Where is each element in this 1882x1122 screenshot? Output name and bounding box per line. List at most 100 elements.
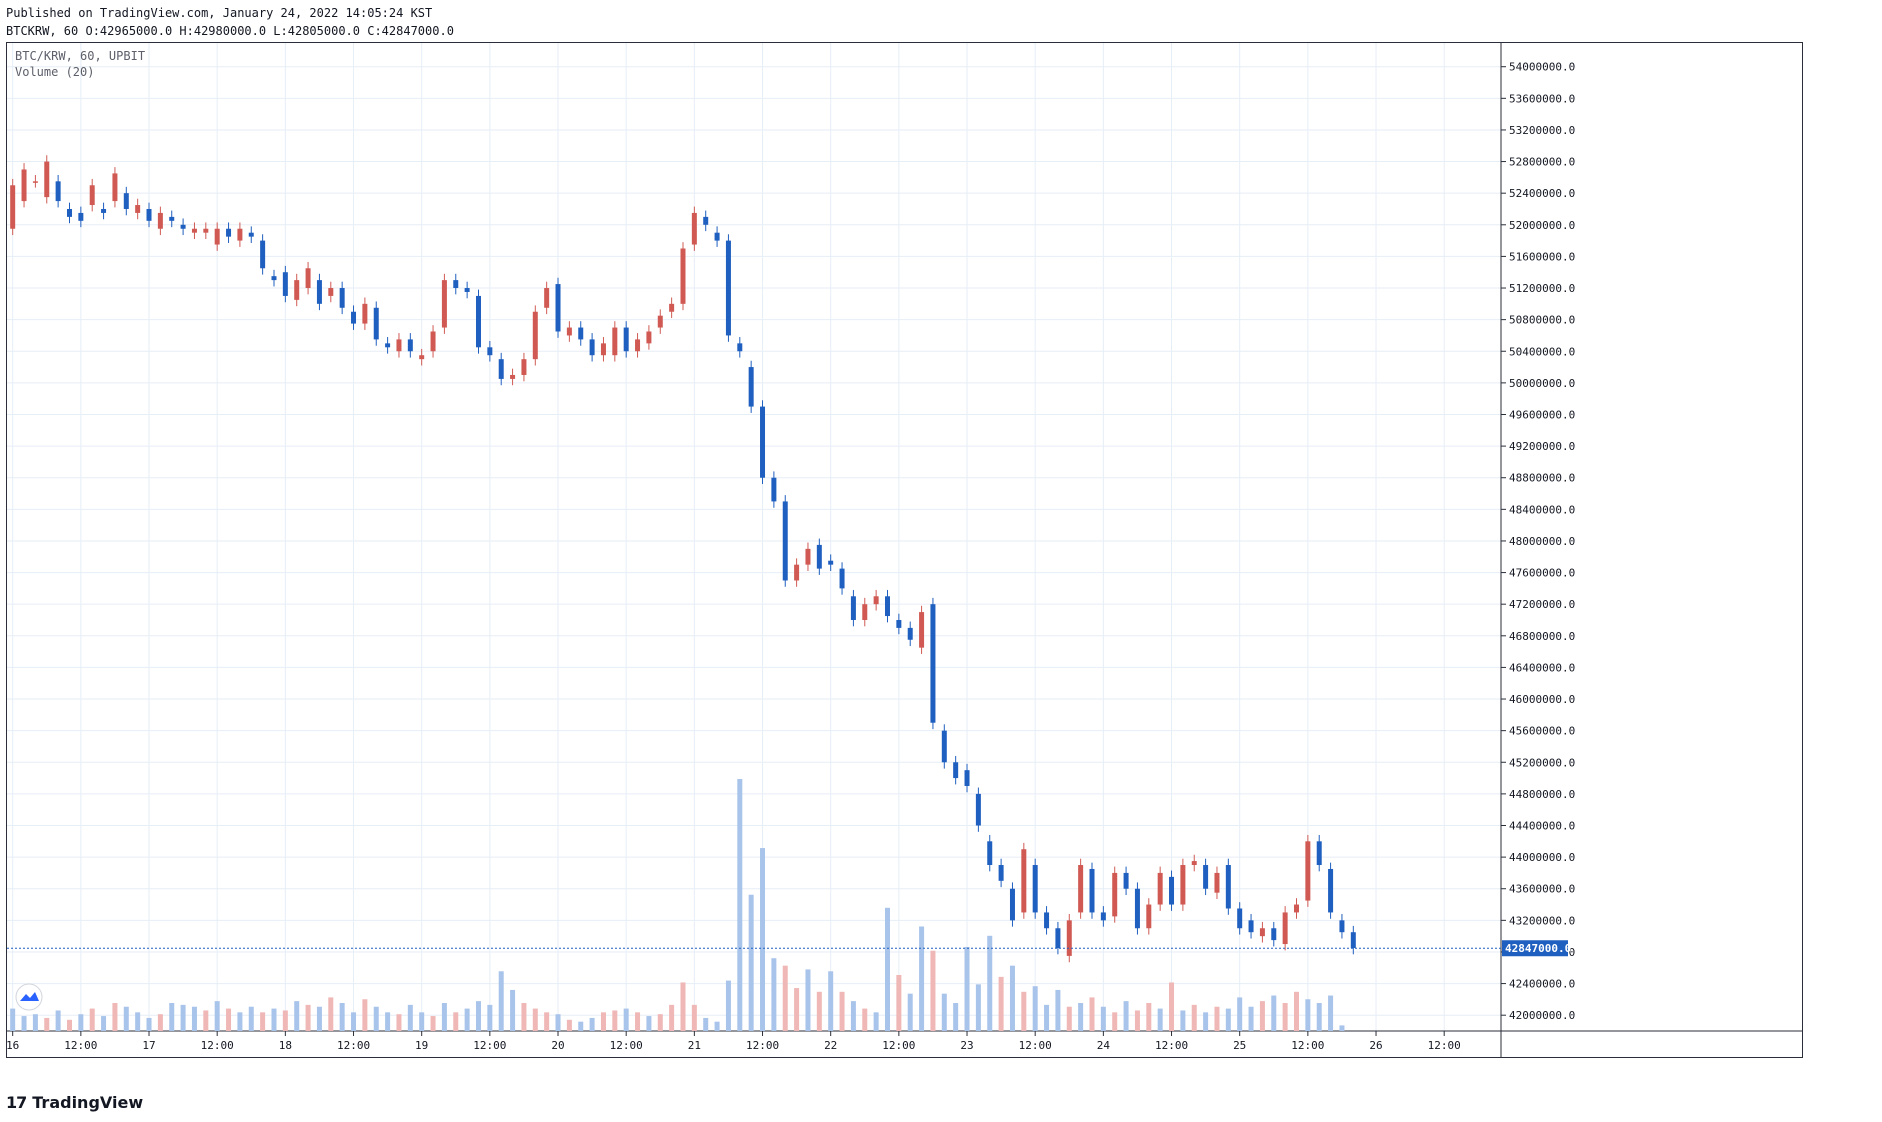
volume-bar — [89, 1008, 95, 1031]
candle-body — [850, 596, 856, 620]
candle-body — [180, 224, 186, 229]
volume-bar — [430, 1016, 436, 1031]
candle-body — [1180, 865, 1186, 905]
candle-body — [839, 568, 845, 589]
candle-body — [294, 280, 300, 300]
candle-body — [1169, 876, 1175, 905]
price-tick-label: 54000000.0 — [1509, 61, 1575, 74]
volume-bar — [578, 1021, 584, 1031]
volume-bar — [725, 980, 731, 1031]
volume-bar — [714, 1021, 720, 1031]
volume-bar — [157, 1014, 163, 1031]
volume-bar — [646, 1016, 652, 1031]
candle-body — [987, 841, 993, 866]
volume-bar — [532, 1008, 538, 1031]
candle-body — [101, 208, 107, 213]
last-price-label: 42847000.0 — [1505, 942, 1571, 955]
volume-bar — [544, 1012, 550, 1031]
candle-body — [964, 770, 970, 786]
candle-body — [89, 185, 95, 206]
time-tick-label: 19 — [415, 1039, 428, 1052]
volume-bar — [930, 950, 936, 1031]
volume-bar — [1123, 1001, 1129, 1031]
volume-bar — [896, 975, 902, 1031]
candle-body — [794, 564, 800, 581]
volume-bar — [464, 1008, 470, 1031]
candle-body — [1123, 872, 1129, 889]
candle-body — [78, 212, 84, 221]
price-tick-label: 52800000.0 — [1509, 156, 1575, 169]
volume-bar — [839, 991, 845, 1031]
candle-body — [316, 280, 322, 304]
candle-body — [123, 193, 129, 209]
candle-body — [1316, 841, 1322, 866]
candle-body — [55, 181, 61, 202]
candle-body — [816, 544, 822, 569]
candle-body — [714, 232, 720, 241]
candle-body — [760, 406, 766, 478]
price-tick-label: 51600000.0 — [1509, 250, 1575, 263]
price-tick-label: 51200000.0 — [1509, 282, 1575, 295]
candle-body — [737, 343, 743, 352]
volume-bar — [566, 1019, 572, 1031]
candle-body — [907, 627, 913, 640]
chart-frame[interactable]: 42000000.042400000.042800000.043200000.0… — [6, 42, 1803, 1058]
tradingview-footer[interactable]: 17 TradingView — [6, 1093, 143, 1112]
volume-bar — [1328, 995, 1334, 1031]
candle-body — [953, 762, 959, 779]
candle-body — [896, 619, 902, 628]
candle-body — [66, 208, 72, 217]
price-chart[interactable]: 42000000.042400000.042800000.043200000.0… — [6, 43, 1802, 1057]
candle-body — [600, 343, 606, 356]
candle-body — [351, 311, 357, 324]
volume-bar — [737, 779, 743, 1031]
volume-bar — [760, 848, 766, 1031]
price-tick-label: 47600000.0 — [1509, 567, 1575, 580]
volume-bar — [1271, 995, 1277, 1031]
volume-bar — [1293, 991, 1299, 1031]
volume-bar — [180, 1004, 186, 1031]
candle-body — [214, 228, 220, 245]
price-tick-label: 46800000.0 — [1509, 630, 1575, 643]
candle-body — [328, 288, 334, 296]
candle-body — [419, 355, 425, 360]
candle-body — [32, 181, 38, 183]
volume-bar — [373, 1006, 379, 1031]
price-tick-label: 53200000.0 — [1509, 124, 1575, 137]
volume-bar — [941, 993, 947, 1031]
candle-body — [10, 185, 16, 229]
volume-bar — [623, 1008, 629, 1031]
volume-bar — [782, 965, 788, 1031]
volume-bar — [1146, 1003, 1152, 1031]
volume-bar — [987, 935, 993, 1031]
volume-bar — [78, 1014, 84, 1031]
candle-body — [1248, 920, 1254, 933]
candle-body — [1146, 904, 1152, 929]
candle-body — [475, 295, 481, 348]
publish-header: Published on TradingView.com, January 24… — [6, 4, 454, 40]
volume-bar — [828, 971, 834, 1031]
volume-bar — [112, 1003, 118, 1031]
candle-body — [282, 272, 288, 296]
candle-body — [1237, 908, 1243, 929]
volume-bar — [396, 1014, 402, 1031]
candle-body — [635, 339, 641, 352]
candle-body — [464, 288, 470, 292]
candle-body — [1157, 872, 1163, 905]
volume-bar — [1021, 991, 1027, 1031]
volume-bar — [282, 1010, 288, 1031]
volume-bar — [226, 1008, 232, 1031]
candle-body — [510, 374, 516, 379]
volume-bar — [953, 1003, 959, 1031]
volume-bar — [1237, 997, 1243, 1031]
candle-body — [941, 730, 947, 763]
time-tick-label: 12:00 — [473, 1039, 506, 1052]
price-tick-label: 50000000.0 — [1509, 377, 1575, 390]
candle-body — [669, 303, 675, 312]
price-tick-label: 45600000.0 — [1509, 725, 1575, 738]
volume-bar — [487, 1004, 493, 1031]
candle-body — [1203, 865, 1209, 889]
price-tick-label: 53600000.0 — [1509, 92, 1575, 105]
candle-body — [260, 240, 266, 269]
candle-body — [1191, 861, 1197, 866]
